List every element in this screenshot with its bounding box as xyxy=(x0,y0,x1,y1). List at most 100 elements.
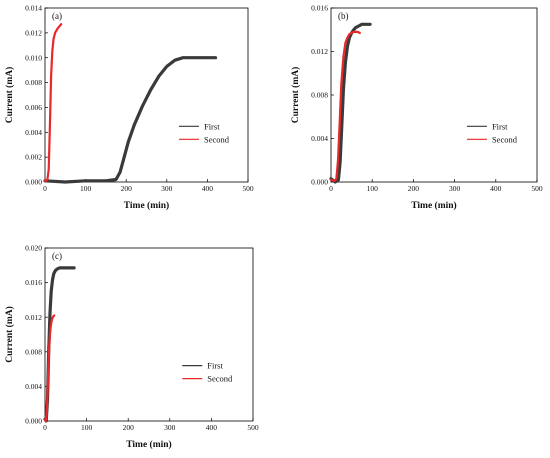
data-point xyxy=(50,319,53,322)
x-tick-label: 400 xyxy=(490,184,502,193)
data-point xyxy=(51,317,54,319)
x-tick-label: 500 xyxy=(531,184,543,193)
chart-panel-1: 0 100 200 300 400 500 0.000 0.002 0.004 0.006 0.00… xyxy=(4,4,254,211)
y-tick-label: 0.006 xyxy=(25,103,42,112)
data-point xyxy=(344,61,347,64)
chart-panel-3: 0 100 200 300 400 500 0.000 0.004 0.008 0.012 0.01… xyxy=(4,244,259,450)
legend-label-first: First xyxy=(207,361,223,371)
data-point xyxy=(337,179,340,181)
data-point xyxy=(354,26,357,29)
series-line-first xyxy=(329,22,372,184)
y-tick-label: 0.004 xyxy=(25,128,42,137)
data-point xyxy=(49,125,51,127)
legend-label-second: Second xyxy=(207,374,233,384)
y-tick-label: 0.000 xyxy=(311,178,328,187)
data-point xyxy=(58,267,61,269)
data-point xyxy=(356,25,359,28)
x-tick-label: 0 xyxy=(329,184,333,193)
data-point xyxy=(47,368,50,370)
data-point xyxy=(141,105,144,107)
data-point xyxy=(54,269,57,272)
y-tick-label: 0.008 xyxy=(25,347,42,356)
data-point xyxy=(84,179,87,182)
x-tick-label: 500 xyxy=(247,423,259,432)
data-point xyxy=(340,83,343,85)
data-point xyxy=(206,56,209,59)
legend: First Second xyxy=(182,361,233,384)
x-axis-title: Time (min) xyxy=(124,200,169,211)
data-point xyxy=(352,31,355,33)
data-point xyxy=(359,24,361,27)
data-point xyxy=(49,312,51,314)
legend-label-second: Second xyxy=(204,134,230,144)
y-tick-label: 0.002 xyxy=(25,153,42,162)
y-axis-title: Current (mA) xyxy=(4,306,15,363)
data-point xyxy=(333,180,336,182)
data-point xyxy=(64,181,67,183)
y-tick-label: 0.008 xyxy=(25,78,42,87)
data-point xyxy=(53,314,55,317)
data-point xyxy=(133,124,136,126)
x-tick-label: 100 xyxy=(80,184,92,193)
data-point xyxy=(46,394,49,396)
data-point xyxy=(51,50,54,53)
data-point xyxy=(363,23,365,26)
x-tick-label: 200 xyxy=(123,423,135,432)
data-point xyxy=(56,28,58,30)
data-point xyxy=(45,420,47,422)
panel-label: (c) xyxy=(52,251,62,261)
panel-label: (b) xyxy=(338,11,349,21)
data-point xyxy=(105,179,107,182)
data-point xyxy=(52,38,55,40)
legend-label-second: Second xyxy=(492,134,518,144)
plot-frame xyxy=(44,247,254,422)
x-tick-label: 0 xyxy=(43,423,47,432)
x-axis-title: Time (min) xyxy=(126,439,171,450)
data-point xyxy=(174,59,176,61)
data-point xyxy=(361,23,363,26)
x-tick-label: 400 xyxy=(206,423,218,432)
data-point xyxy=(60,23,63,25)
chart-panel-2: 0 100 200 300 400 500 0.000 0.004 0.008 0.012 0.01… xyxy=(290,4,543,211)
legend: First Second xyxy=(178,121,230,144)
data-point xyxy=(44,179,46,182)
data-point xyxy=(48,346,50,349)
x-tick-label: 100 xyxy=(367,184,379,193)
data-point xyxy=(60,267,63,269)
legend-label-first: First xyxy=(204,121,220,131)
data-point xyxy=(339,161,341,164)
series-line-first xyxy=(43,56,218,184)
data-point xyxy=(47,168,50,171)
x-tick-label: 300 xyxy=(164,423,176,432)
x-tick-label: 200 xyxy=(408,184,420,193)
data-point xyxy=(365,23,367,26)
y-tick-label: 0.004 xyxy=(311,134,328,143)
data-point xyxy=(50,325,52,327)
data-point xyxy=(115,178,117,181)
data-point xyxy=(127,141,130,144)
data-point xyxy=(335,177,338,180)
x-tick-label: 500 xyxy=(242,184,254,193)
data-point xyxy=(58,25,61,28)
y-tick-label: 0.012 xyxy=(25,313,42,322)
data-point xyxy=(50,75,52,78)
y-tick-label: 0.010 xyxy=(25,53,42,62)
x-tick-label: 300 xyxy=(449,184,461,193)
y-tick-label: 0.008 xyxy=(311,91,328,100)
y-tick-label: 0.012 xyxy=(25,28,42,37)
data-point xyxy=(69,267,71,269)
data-point xyxy=(54,32,56,34)
x-tick-label: 100 xyxy=(81,423,93,432)
data-point xyxy=(342,56,345,58)
data-point xyxy=(359,32,361,34)
data-point xyxy=(166,65,168,68)
y-tick-label: 0.000 xyxy=(25,417,42,426)
x-tick-label: 300 xyxy=(161,184,173,193)
data-point xyxy=(346,45,349,47)
data-point xyxy=(119,171,121,173)
plot-frame xyxy=(44,7,249,183)
data-point xyxy=(50,290,53,293)
y-tick-label: 0.000 xyxy=(25,178,42,187)
data-point xyxy=(123,156,125,158)
